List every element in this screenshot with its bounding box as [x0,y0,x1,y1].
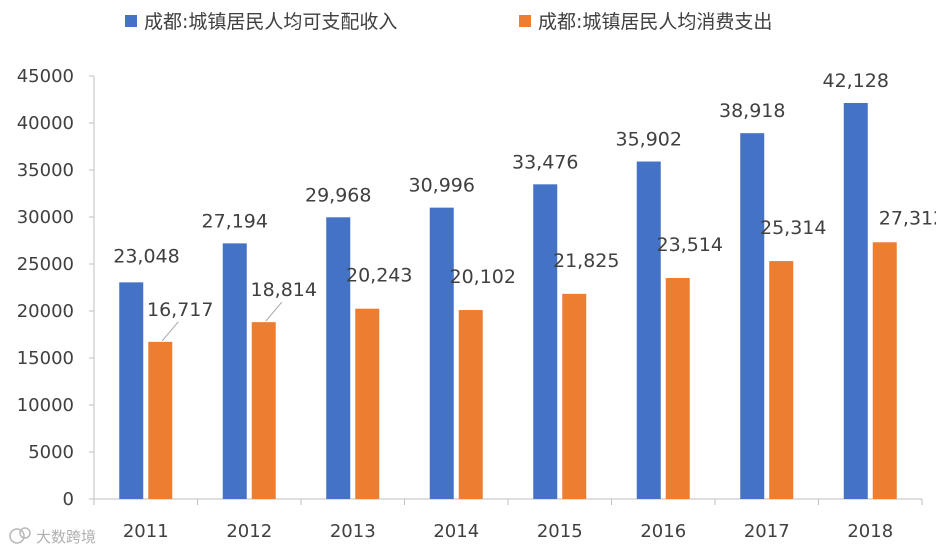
legend-swatch-2 [519,15,531,27]
income-label-2014: 30,996 [409,175,475,197]
legend-label-1: 成都:城镇居民人均可支配收入 [144,11,397,33]
leader-line-2011 [161,321,179,342]
income-label-2013: 29,968 [305,184,371,206]
y-tick-label: 40000 [17,113,74,134]
x-tick-label: 2016 [640,521,686,542]
expense-label-2011: 16,717 [147,299,213,321]
income-label-2018: 42,128 [823,70,889,92]
income-label-2015: 33,476 [512,151,578,173]
bars [119,102,897,500]
income-bar-2016 [636,161,661,500]
x-tick-label: 2015 [537,521,583,542]
expense-bar-2014 [458,310,483,499]
expense-label-2014: 20,102 [450,266,516,288]
legend: 成都:城镇居民人均可支配收入 成都:城镇居民人均消费支出 [125,11,772,33]
income-bar-2011 [119,282,144,499]
legend-swatch-1 [125,15,137,27]
expense-bar-2013 [355,308,380,499]
income-bar-2017 [740,133,765,499]
watermark-logo-icon [9,527,31,544]
x-tick-label: 2012 [226,521,272,542]
income-label-2017: 38,918 [719,100,785,122]
x-tick-label: 2017 [744,521,790,542]
expense-label-2016: 23,514 [657,234,723,256]
y-tick-label: 15000 [17,348,74,369]
expense-bar-2018 [872,242,897,499]
y-tick-label: 20000 [17,301,74,322]
x-tick-label: 2011 [123,521,169,542]
watermark: 大数跨境 [9,527,96,546]
data-labels: 23,048 16,717 27,194 18,814 29,968 20,243 30,9… [113,70,936,342]
expense-bar-2012 [251,322,276,499]
x-axis: 2011 2012 2013 2014 2015 2016 2017 2018 [93,498,923,542]
y-tick-label: 10000 [17,395,74,416]
expense-label-2012: 18,814 [251,279,317,301]
y-tick-label: 45000 [17,66,74,87]
income-bar-2018 [843,102,868,500]
x-tick-label: 2013 [330,521,376,542]
y-axis: 0 5000 10000 15000 20000 25000 30000 35000 40000… [17,66,95,510]
expense-bar-2017 [769,261,794,499]
income-label-2012: 27,194 [202,210,268,232]
y-tick-label: 0 [63,489,74,510]
income-bar-2012 [222,243,247,499]
expense-label-2018: 27,312 [879,207,936,229]
income-bar-2015 [533,184,558,499]
y-tick-label: 5000 [28,442,74,463]
income-label-2011: 23,048 [113,245,179,267]
income-label-2016: 35,902 [616,129,682,151]
leader-line-2012 [265,301,283,322]
expense-bar-2015 [562,293,587,499]
x-tick-label: 2018 [847,521,893,542]
income-bar-2013 [326,217,351,500]
x-tick-label: 2014 [433,521,479,542]
y-tick-label: 25000 [17,254,74,275]
legend-label-2: 成都:城镇居民人均消费支出 [538,11,772,33]
y-tick-label: 35000 [17,160,74,181]
expense-bar-2016 [665,277,690,499]
income-bar-2014 [429,207,454,499]
expense-label-2013: 20,243 [346,265,412,287]
expense-label-2015: 21,825 [553,250,619,272]
y-tick-label: 30000 [17,207,74,228]
expense-bar-2011 [148,341,173,499]
expense-label-2017: 25,314 [760,217,826,239]
watermark-text: 大数跨境 [36,528,96,546]
